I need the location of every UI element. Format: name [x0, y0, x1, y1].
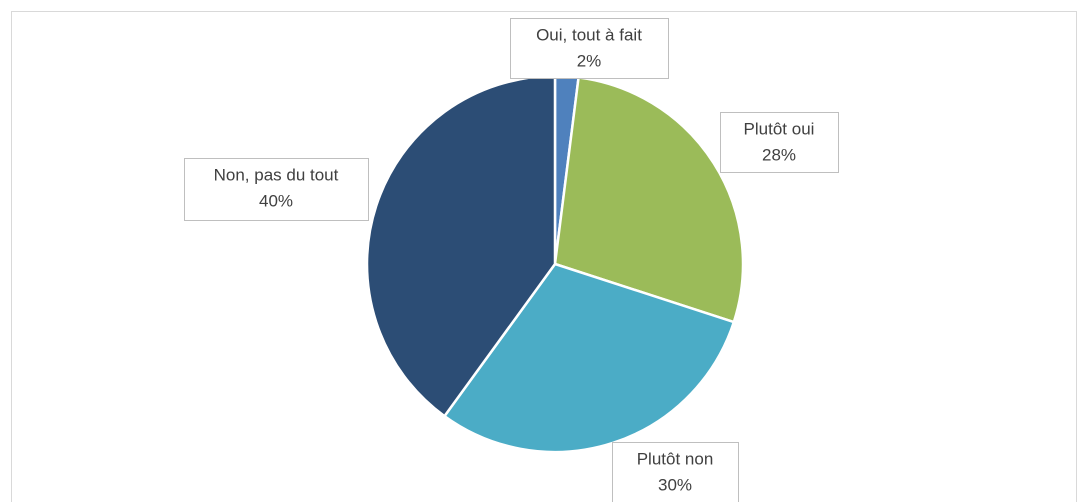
label-box	[612, 442, 739, 502]
value-label: 40%	[259, 191, 293, 210]
category-label: Plutôt non	[637, 449, 714, 468]
label-box	[510, 18, 669, 79]
category-label: Plutôt oui	[744, 119, 815, 138]
label-box	[184, 158, 369, 221]
label-box	[720, 112, 839, 173]
value-label: 30%	[658, 475, 692, 494]
value-label: 28%	[762, 145, 796, 164]
pie-slice	[553, 76, 745, 324]
value-label: 2%	[577, 51, 602, 70]
category-label: Oui, tout à fait	[536, 25, 642, 44]
pie-slice	[365, 74, 557, 418]
category-label: Non, pas du tout	[214, 165, 339, 184]
